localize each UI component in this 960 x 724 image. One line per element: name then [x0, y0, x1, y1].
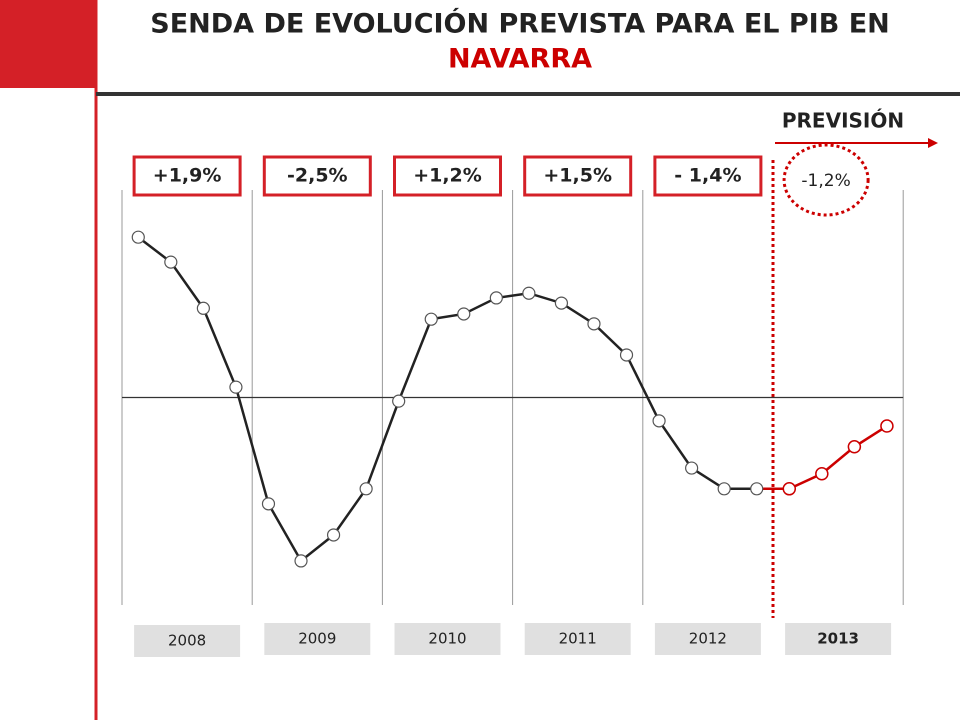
- year-label: 2013: [817, 630, 859, 648]
- point: [196, 301, 210, 315]
- point: [554, 296, 569, 310]
- forecast-point: [880, 419, 894, 433]
- year-box: [654, 623, 761, 655]
- point: [424, 312, 438, 326]
- forecast-line: [788, 424, 888, 490]
- year-box: [134, 625, 241, 657]
- annual-label: -1,2%: [801, 171, 850, 191]
- forecast-point: [782, 482, 797, 496]
- title: SENDA DE EVOLUCIÓN PREVISTA PARA EL PIB …: [150, 8, 889, 40]
- subtitle: NAVARRA: [448, 44, 592, 75]
- forecast-point: [847, 440, 862, 454]
- annual-box: [132, 155, 242, 197]
- point: [587, 317, 601, 331]
- year-label: 2008: [168, 632, 206, 650]
- annual-box: [262, 155, 372, 197]
- point: [717, 482, 731, 496]
- point: [489, 291, 503, 305]
- annual-box: [393, 155, 502, 197]
- history-line: [137, 236, 757, 563]
- year-box: [264, 623, 371, 655]
- point: [392, 394, 406, 408]
- point: [261, 497, 276, 511]
- annual-label: +1,2%: [413, 165, 482, 187]
- forecast-label: PREVISIÓN: [782, 109, 904, 133]
- year-box: [524, 623, 631, 655]
- annual-ellipse: [782, 143, 870, 217]
- point: [229, 380, 243, 394]
- annual-label: +1,5%: [543, 165, 612, 187]
- year-box: [394, 623, 501, 655]
- corner-block: [0, 0, 95, 88]
- point: [457, 307, 471, 321]
- annual-box: [523, 155, 633, 197]
- point: [294, 554, 308, 568]
- point: [326, 528, 341, 542]
- point: [131, 230, 145, 244]
- point: [359, 482, 373, 496]
- forecast-point: [815, 467, 829, 481]
- year-label: 2012: [689, 630, 727, 648]
- point: [685, 461, 699, 475]
- year-label: 2010: [428, 630, 466, 648]
- point: [652, 414, 666, 428]
- forecast-arrowhead: [928, 138, 938, 148]
- annual-label: +1,9%: [153, 165, 222, 187]
- point: [619, 348, 634, 362]
- point: [750, 482, 764, 496]
- year-label: 2011: [559, 630, 597, 648]
- year-box: [785, 623, 892, 655]
- annual-box: [653, 155, 763, 197]
- year-label: 2009: [298, 630, 336, 648]
- point: [522, 286, 536, 300]
- point: [164, 255, 178, 269]
- annual-label: - 1,4%: [674, 165, 741, 187]
- annual-label: -2,5%: [287, 165, 348, 187]
